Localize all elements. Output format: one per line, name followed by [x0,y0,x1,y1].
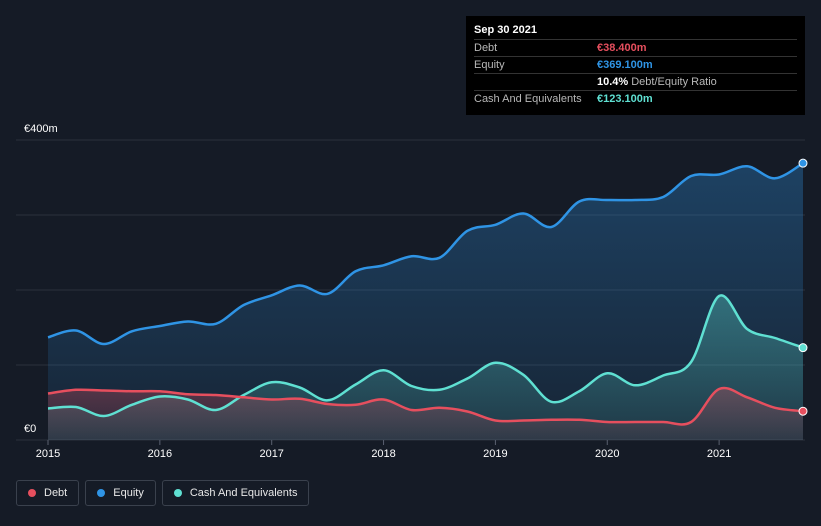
x-tick-label: 2015 [36,448,60,460]
tooltip-row-debt: Debt €38.400m [474,40,797,57]
tooltip-ratio-value: 10.4% [597,76,629,88]
tooltip-row-ratio: 10.4% Debt/Equity Ratio [474,74,797,91]
legend-item-debt[interactable]: Debt [16,480,80,506]
tooltip-ratio-label: Debt/Equity Ratio [631,76,717,88]
legend-cash-label: Cash And Equivalents [189,487,298,499]
cash-dot-icon [173,489,182,497]
cash-line [47,294,804,418]
legend-equity-label: Equity [113,487,144,499]
tooltip-row-cash: Cash And Equivalents €123.100m [474,91,797,107]
equity-area [48,163,803,440]
x-tick-label: 2021 [707,448,731,460]
x-tick-label: 2019 [483,448,507,460]
x-tick-label: 2016 [148,448,172,460]
x-tick-label: 2020 [595,448,619,460]
equity-dot-icon [97,489,106,497]
legend-item-equity[interactable]: Equity [85,480,156,506]
debt-area [48,387,803,440]
cash-endpoint [798,343,808,353]
tooltip-date: Sep 30 2021 [474,22,797,40]
debt-line [47,386,804,426]
y-tick-label: €0 [24,423,36,435]
tooltip-equity-label: Equity [474,59,505,71]
series-areas [48,163,803,440]
debt-dot-icon [28,489,36,497]
chart-legend: Debt Equity Cash And Equivalents [16,480,310,506]
x-tick-label: 2017 [259,448,283,460]
legend-debt-label: Debt [44,487,68,499]
tooltip-cash-label: Cash And Equivalents [474,93,582,105]
tooltip-debt-label: Debt [474,42,498,54]
legend-item-cash[interactable]: Cash And Equivalents [161,480,310,506]
hover-tooltip: Sep 30 2021 Debt €38.400m Equity €369.10… [466,16,805,115]
debt-endpoint [798,406,808,416]
axis-labels: €400m €0 2015 2016 2017 2018 2019 2020 2021 [24,123,731,460]
tooltip-debt-value: €38.400m [597,42,647,54]
series-lines [47,158,808,426]
tooltip-row-equity: Equity €369.100m [474,57,797,74]
tooltip-cash-value: €123.100m [597,93,653,105]
x-tick-label: 2018 [371,448,395,460]
equity-line [47,162,804,346]
y-tick-label: €400m [24,123,58,135]
tooltip-equity-value: €369.100m [597,59,653,71]
equity-endpoint [798,158,808,168]
